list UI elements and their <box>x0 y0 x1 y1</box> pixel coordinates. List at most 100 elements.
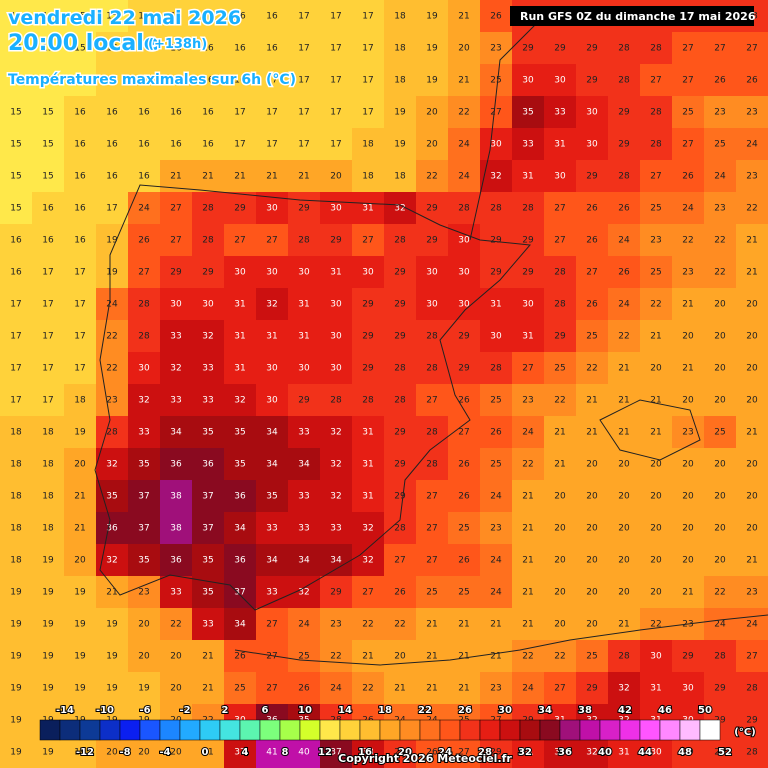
temperature-cell <box>512 192 545 225</box>
temperature-cell <box>256 160 289 193</box>
temperature-value: 18 <box>10 492 22 502</box>
temperature-value: 29 <box>618 108 630 118</box>
temperature-value: 29 <box>330 588 342 598</box>
temperature-value: 16 <box>74 204 86 214</box>
temperature-value: 15 <box>42 76 53 86</box>
temperature-value: 19 <box>74 748 86 758</box>
temperature-value: 32 <box>170 364 181 374</box>
scale-label: 40 <box>598 747 612 758</box>
temperature-cell <box>672 192 705 225</box>
temperature-cell <box>640 608 673 641</box>
temperature-value: 32 <box>490 172 501 182</box>
temperature-value: 21 <box>394 684 405 694</box>
temperature-value: 17 <box>42 268 53 278</box>
temperature-cell <box>0 512 33 545</box>
temperature-value: 36 <box>170 556 182 566</box>
temperature-value: 27 <box>362 588 373 598</box>
temperature-cell <box>256 672 289 705</box>
temperature-value: 20 <box>714 396 726 406</box>
scale-label: 48 <box>678 747 692 758</box>
temperature-value: 29 <box>522 44 534 54</box>
temperature-cell <box>160 576 193 609</box>
temperature-cell <box>0 608 33 641</box>
temperature-cell <box>448 128 481 161</box>
temperature-value: 30 <box>426 268 438 278</box>
temperature-cell <box>352 640 385 673</box>
temperature-cell <box>576 576 609 609</box>
temperature-value: 33 <box>522 140 533 150</box>
temperature-value: 26 <box>458 492 470 502</box>
temperature-value: 31 <box>330 268 341 278</box>
temperature-value: 21 <box>426 684 437 694</box>
temperature-cell <box>224 352 257 385</box>
temperature-cell <box>160 416 193 449</box>
temperature-cell <box>256 224 289 257</box>
temperature-cell <box>352 128 385 161</box>
temperature-value: 29 <box>234 204 246 214</box>
temperature-cell <box>480 544 513 577</box>
temperature-cell <box>64 32 97 65</box>
temperature-value: 20 <box>618 556 630 566</box>
temperature-cell <box>320 448 353 481</box>
temperature-value: 28 <box>650 108 662 118</box>
temperature-value: 17 <box>330 12 341 22</box>
temperature-cell <box>608 128 641 161</box>
temperature-value: 20 <box>586 460 598 470</box>
temperature-cell <box>384 448 417 481</box>
temperature-cell <box>384 736 417 768</box>
scale-label: -6 <box>139 705 150 716</box>
temperature-value: 26 <box>138 236 150 246</box>
temperature-value: 31 <box>298 300 309 310</box>
temperature-cell <box>448 736 481 768</box>
temperature-value: 19 <box>42 556 54 566</box>
temperature-cell <box>576 320 609 353</box>
temperature-cell <box>224 736 257 768</box>
temperature-cell <box>224 448 257 481</box>
temperature-value: 23 <box>106 396 117 406</box>
temperature-cell <box>320 320 353 353</box>
temperature-value: 16 <box>42 236 54 246</box>
temperature-value: 20 <box>746 332 758 342</box>
temperature-cell <box>352 224 385 257</box>
temperature-value: 16 <box>234 44 246 54</box>
temperature-value: 18 <box>362 172 374 182</box>
temperature-value: 21 <box>458 12 469 22</box>
temperature-value: 20 <box>714 492 726 502</box>
scale-swatch <box>239 719 261 741</box>
temperature-cell <box>160 192 193 225</box>
temperature-cell <box>608 384 641 417</box>
temperature-cell <box>32 352 65 385</box>
temperature-cell <box>0 288 33 321</box>
temperature-value: 19 <box>106 684 118 694</box>
temperature-cell <box>32 512 65 545</box>
temperature-value: 17 <box>106 204 117 214</box>
temperature-value: 25 <box>714 140 725 150</box>
temperature-value: 29 <box>714 684 726 694</box>
temperature-cell <box>704 608 737 641</box>
temperature-cell <box>448 32 481 65</box>
scale-label: -4 <box>159 747 170 758</box>
temperature-cell <box>128 32 161 65</box>
temperature-cell <box>416 416 449 449</box>
temperature-cell <box>576 416 609 449</box>
temperature-cell <box>320 0 353 33</box>
temperature-cell <box>544 576 577 609</box>
temperature-cell <box>224 544 257 577</box>
temperature-cell <box>736 192 768 225</box>
temperature-value: 25 <box>234 684 245 694</box>
scale-label: -12 <box>76 747 94 758</box>
temperature-cell <box>416 576 449 609</box>
temperature-value: 29 <box>490 236 502 246</box>
temperature-cell <box>256 512 289 545</box>
temperature-cell <box>288 672 321 705</box>
temperature-cell <box>736 320 768 353</box>
temperature-cell <box>736 480 768 513</box>
temperature-value: 17 <box>234 108 245 118</box>
temperature-cell <box>448 544 481 577</box>
temperature-cell <box>352 480 385 513</box>
temperature-value: 29 <box>298 396 310 406</box>
temperature-value: 23 <box>746 108 757 118</box>
temperature-cell <box>0 640 33 673</box>
temperature-cell <box>704 544 737 577</box>
temperature-value: 28 <box>426 332 438 342</box>
